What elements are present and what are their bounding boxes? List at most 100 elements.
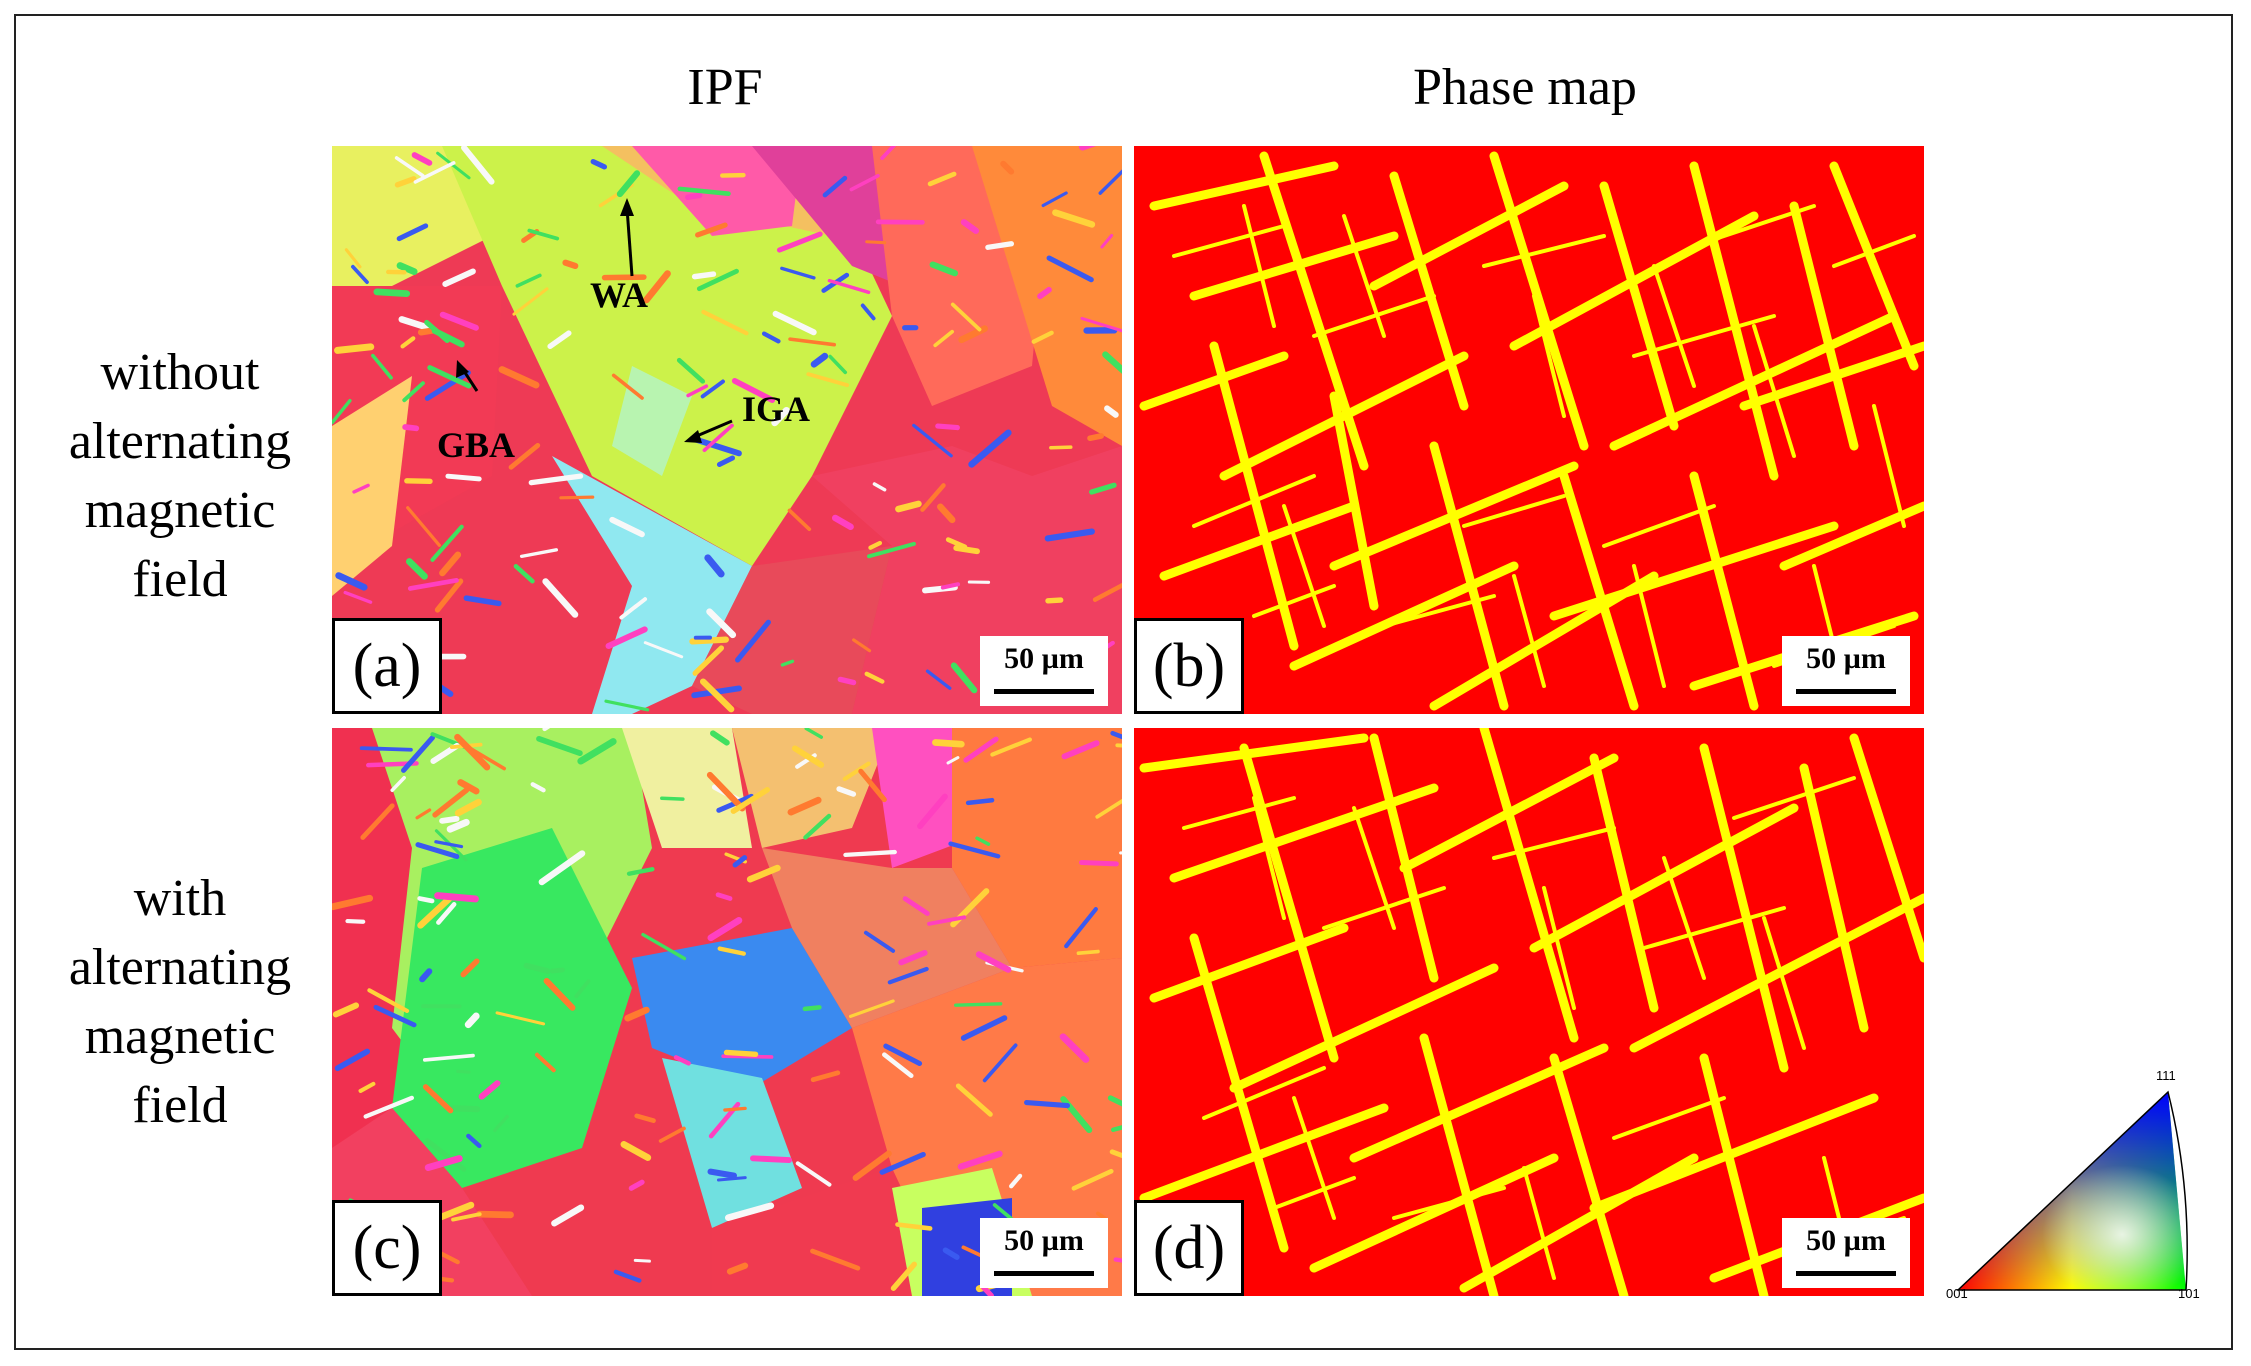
lath-mark: [1061, 740, 1100, 760]
lath-mark: [716, 455, 736, 468]
lath-mark: [534, 1052, 556, 1073]
scale-bar-line: [1796, 1271, 1896, 1276]
lath-mark: [1089, 482, 1117, 495]
lath-mark: [363, 1095, 414, 1119]
lath-mark: [432, 787, 470, 818]
lath-mark: [439, 551, 462, 577]
lath-mark: [940, 582, 961, 590]
lath-mark: [562, 259, 579, 270]
lath-mark: [985, 241, 1015, 250]
lath-mark: [912, 423, 953, 458]
legend-label-111: 111: [2156, 1068, 2176, 1083]
lath-mark: [902, 896, 930, 916]
lath-mark: [932, 739, 965, 748]
lath-mark: [641, 932, 687, 961]
lath-mark: [1024, 1100, 1071, 1109]
lath-mark: [1079, 860, 1119, 867]
lath-mark: [980, 1284, 994, 1296]
lath-mark: [538, 850, 586, 886]
lath-mark: [343, 590, 373, 604]
lath-mark: [960, 219, 980, 234]
lath-mark: [419, 968, 433, 983]
lath-mark: [574, 979, 591, 999]
figure-frame: [14, 14, 2233, 1350]
lath-mark: [513, 563, 535, 584]
lath-mark: [660, 796, 685, 801]
lath-mark: [917, 793, 948, 830]
lath-mark: [559, 495, 595, 500]
lath-mark: [804, 728, 824, 739]
lath-mark: [493, 1114, 509, 1133]
lath-mark: [400, 336, 416, 349]
lath-mark: [1092, 582, 1122, 602]
lath-mark: [530, 782, 546, 793]
lath-mark: [442, 268, 476, 287]
lath-mark: [1041, 191, 1068, 208]
lath-mark: [950, 302, 982, 332]
lath-mark: [345, 919, 366, 924]
lath-mark: [1095, 798, 1122, 819]
lath-mark: [957, 1150, 1003, 1170]
lath-mark: [460, 958, 480, 978]
lath-mark: [611, 373, 644, 400]
lath-mark: [390, 775, 406, 792]
lath-mark: [619, 597, 648, 620]
lath-mark: [700, 379, 725, 399]
lath-mark: [843, 849, 897, 858]
lath-mark: [415, 842, 460, 860]
lath-mark: [424, 1138, 467, 1172]
scale-bar-line: [994, 689, 1094, 694]
lath-mark: [344, 248, 362, 269]
lath-mark: [746, 864, 781, 883]
ipf-map-image: [332, 728, 1122, 1296]
lath-mark: [776, 231, 823, 253]
lath-mark: [810, 352, 829, 368]
lath-mark: [515, 273, 542, 288]
lath-mark: [882, 1052, 914, 1079]
lath-mark: [396, 262, 418, 276]
lath-mark: [810, 1070, 841, 1083]
lath-mark: [1059, 1033, 1090, 1063]
phase-map-image: [1134, 146, 1924, 714]
lath-mark: [523, 962, 551, 974]
lath-mark: [1037, 286, 1052, 300]
lath-mark: [895, 500, 922, 513]
row-label-line: with: [133, 870, 227, 927]
lath-mark: [1064, 907, 1098, 949]
lath-mark: [848, 999, 895, 1018]
lath-mark: [424, 1155, 463, 1172]
lath-mark: [750, 1155, 792, 1164]
annotation-gba: GBA: [437, 425, 516, 465]
lath-mark: [772, 310, 817, 336]
lath-mark: [1110, 730, 1122, 740]
lath-mark: [686, 384, 709, 398]
lath-mark: [933, 329, 955, 348]
lath-mark: [822, 175, 848, 198]
lath-mark: [551, 1204, 585, 1227]
row-label-line: magnetic: [84, 1008, 276, 1065]
lath-mark: [831, 514, 854, 531]
lath-mark: [446, 818, 470, 833]
lath-mark: [937, 503, 956, 524]
lath-mark: [1104, 405, 1119, 418]
lath-mark: [730, 787, 771, 814]
lath-mark: [373, 288, 411, 297]
lath-mark: [1052, 209, 1096, 228]
row-label-line: field: [132, 551, 228, 608]
legend-label-101: 101: [2178, 1286, 2200, 1301]
lath-mark: [430, 524, 464, 562]
lath-mark: [925, 669, 952, 690]
lath-mark: [643, 641, 684, 659]
lath-mark: [512, 287, 549, 316]
lath-mark: [628, 1179, 645, 1191]
lath-mark: [761, 331, 781, 344]
lath-mark: [887, 966, 929, 985]
lath-mark: [1110, 1125, 1122, 1133]
lath-mark: [439, 815, 460, 824]
lath-mark: [422, 1084, 454, 1114]
row-label-line: alternating: [68, 413, 292, 470]
lath-mark: [677, 186, 731, 196]
panel-letter: (c): [332, 1200, 442, 1296]
lath-mark: [439, 311, 479, 331]
lath-mark: [879, 1151, 926, 1175]
